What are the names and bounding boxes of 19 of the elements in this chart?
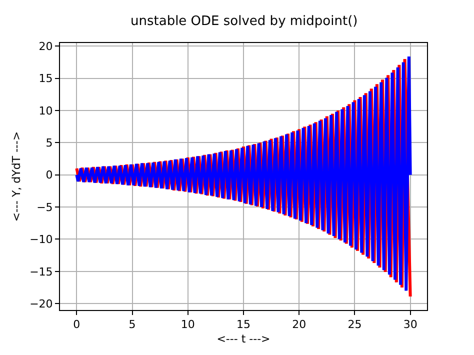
x-tick-label: 15 bbox=[236, 318, 250, 332]
y-tick-label: 5 bbox=[46, 136, 53, 150]
y-tick-label: 20 bbox=[38, 40, 53, 54]
chart-title: unstable ODE solved by midpoint() bbox=[130, 14, 358, 30]
x-tick-label: 20 bbox=[292, 318, 306, 332]
y-tick-label: 10 bbox=[38, 104, 53, 118]
x-tick-label: 30 bbox=[403, 318, 418, 332]
x-tick-label: 25 bbox=[348, 318, 362, 332]
x-axis-title: <--- t ---> bbox=[216, 332, 270, 346]
y-tick-label: 0 bbox=[46, 168, 53, 182]
y-tick-label: 15 bbox=[38, 72, 53, 86]
x-tick-label: 0 bbox=[73, 318, 80, 332]
x-tick-label: 5 bbox=[128, 318, 136, 332]
y-tick-label: −5 bbox=[36, 200, 53, 214]
y-tick-label: −15 bbox=[30, 265, 53, 278]
x-tick-label: 10 bbox=[180, 318, 195, 332]
y-tick-label: −20 bbox=[30, 297, 53, 310]
y-axis-title: <--- Y, dYdT ---> bbox=[10, 131, 24, 222]
y-tick-label: −10 bbox=[30, 233, 53, 246]
